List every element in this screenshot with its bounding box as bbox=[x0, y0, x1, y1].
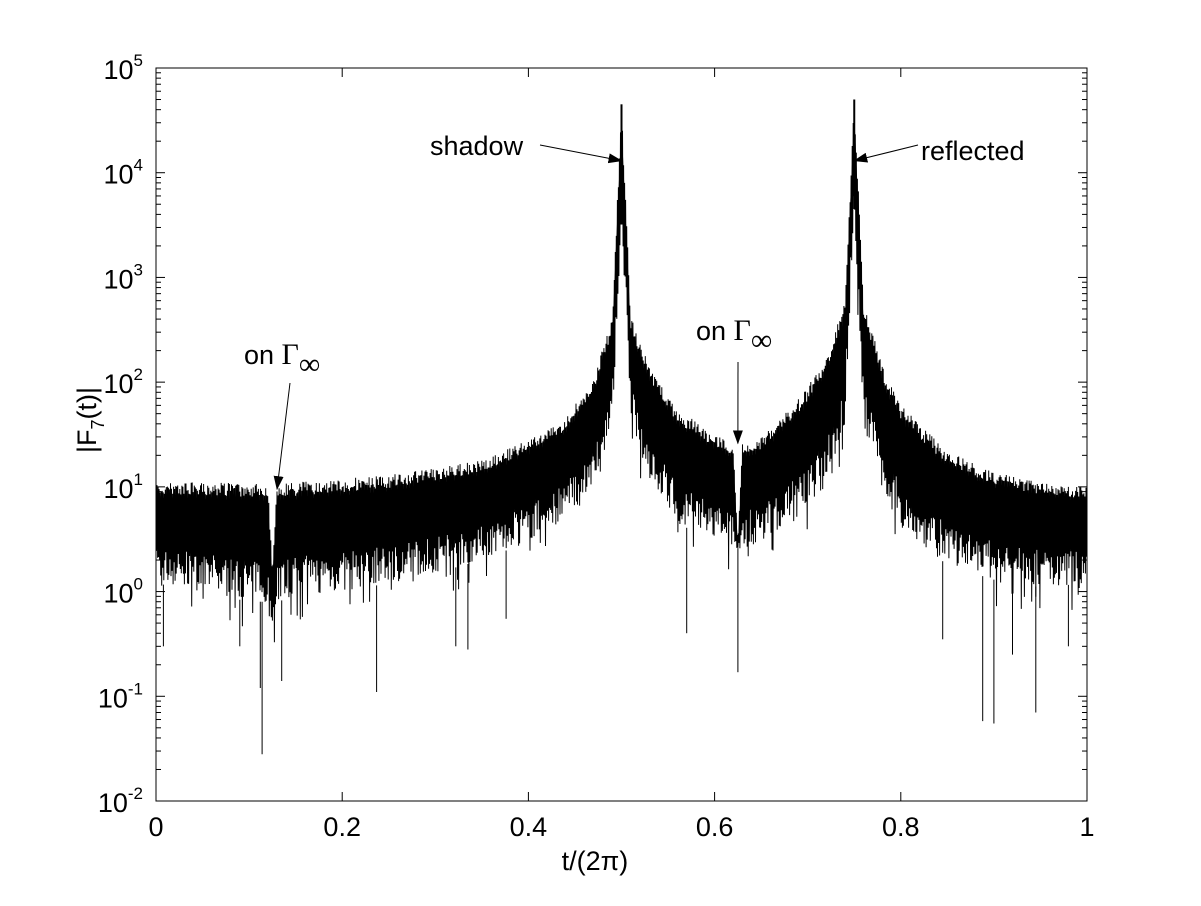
x-tick-label: 0 bbox=[148, 812, 163, 842]
y-axis-label-main: |F bbox=[72, 430, 102, 454]
y-axis-label-subscript: 7 bbox=[88, 419, 108, 429]
annotation-label: shadow bbox=[430, 131, 524, 161]
annotation-label: reflected bbox=[921, 136, 1025, 166]
x-tick-label: 1 bbox=[1079, 812, 1094, 842]
y-axis-label-tail: (t)| bbox=[72, 387, 102, 420]
x-tick-label: 0.2 bbox=[323, 812, 361, 842]
x-axis-label: t/(2π) bbox=[562, 846, 629, 876]
x-tick-label: 0.4 bbox=[510, 812, 548, 842]
x-tick-label: 0.8 bbox=[882, 812, 920, 842]
x-tick-label: 0.6 bbox=[696, 812, 734, 842]
